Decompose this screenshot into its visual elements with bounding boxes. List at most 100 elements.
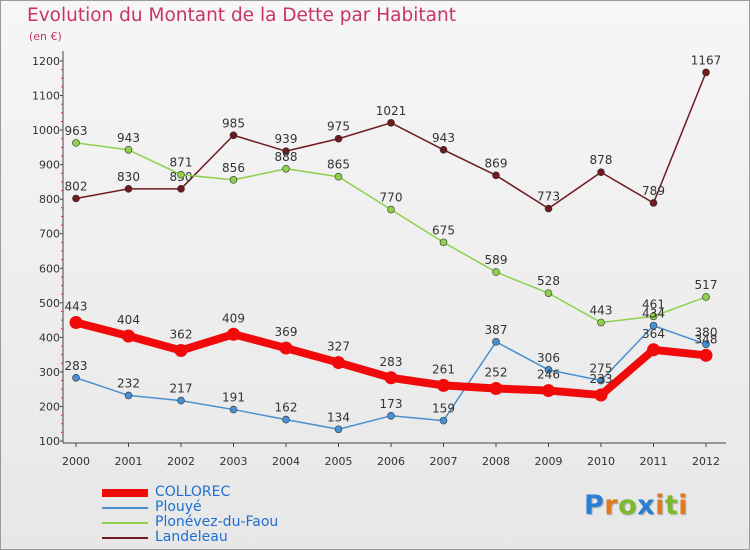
- data-label-collorec: 369: [275, 325, 298, 339]
- data-point-plon-vez-du-faou: [124, 145, 133, 154]
- logo-letter: i: [655, 490, 665, 521]
- chart-title: Evolution du Montant de la Dette par Hab…: [27, 5, 456, 26]
- data-point-collorec: [384, 371, 398, 385]
- data-point-plouy-: [649, 321, 658, 330]
- x-tick-label: 2012: [692, 455, 720, 468]
- legend-label: Landeleau: [155, 529, 228, 545]
- data-point-plouy-: [387, 411, 395, 420]
- proxiti-logo: Proxiti: [584, 490, 688, 521]
- data-point-collorec: [699, 348, 713, 362]
- x-tick-label: 2009: [535, 455, 563, 468]
- data-point-plon-vez-du-faou: [702, 293, 710, 301]
- series-line-plon-vez-du-faou: [75, 142, 707, 324]
- logo-letter: P: [584, 490, 605, 521]
- data-label-landeleau: 1167: [691, 53, 722, 67]
- data-point-collorec: [647, 343, 660, 357]
- data-label-collorec: 409: [222, 311, 245, 325]
- data-label-collorec: 443: [65, 300, 88, 314]
- data-label-landeleau: 939: [275, 132, 298, 146]
- y-tick-label: 400: [39, 331, 60, 344]
- data-point-plon-vez-du-faou: [387, 205, 395, 214]
- data-point-collorec: [489, 381, 503, 395]
- data-point-landeleau: [597, 168, 605, 177]
- data-point-plouy-: [597, 376, 605, 385]
- data-label-landeleau: 869: [485, 156, 508, 170]
- data-point-plon-vez-du-faou: [597, 318, 605, 327]
- data-point-landeleau: [334, 134, 343, 143]
- data-label-collorec: 283: [380, 355, 403, 369]
- logo-letter: o: [618, 490, 638, 521]
- data-label-plon-vez-du-faou: 865: [327, 158, 350, 172]
- data-point-plouy-: [439, 416, 448, 425]
- data-label-landeleau: 789: [642, 184, 665, 198]
- y-tick-label: 200: [39, 400, 60, 413]
- data-point-landeleau: [229, 131, 238, 140]
- data-label-plon-vez-du-faou: 461: [642, 297, 665, 311]
- y-tick-label: 700: [39, 228, 60, 241]
- data-point-collorec: [69, 316, 83, 330]
- data-point-collorec: [437, 378, 450, 392]
- data-label-plouy-: 173: [380, 397, 403, 411]
- data-point-plouy-: [282, 415, 290, 424]
- data-point-collorec: [542, 384, 555, 398]
- data-label-plouy-: 387: [485, 323, 508, 337]
- data-point-landeleau: [72, 194, 80, 203]
- data-point-landeleau: [439, 145, 448, 154]
- data-point-collorec: [122, 329, 135, 343]
- data-label-plon-vez-du-faou: 871: [170, 156, 193, 170]
- x-tick-label: 2001: [115, 455, 143, 468]
- data-label-collorec: 404: [117, 313, 140, 327]
- data-label-plon-vez-du-faou: 963: [65, 124, 88, 138]
- data-label-collorec: 252: [485, 365, 508, 379]
- data-point-plouy-: [334, 425, 343, 434]
- data-label-collorec: 246: [537, 368, 560, 382]
- data-point-plon-vez-du-faou: [229, 176, 238, 184]
- data-point-plouy-: [177, 396, 185, 405]
- data-label-landeleau: 985: [222, 116, 245, 130]
- data-label-plon-vez-du-faou: 517: [695, 278, 718, 292]
- legend-label: Plonévez-du-Faou: [155, 514, 279, 530]
- data-label-plon-vez-du-faou: 528: [537, 274, 560, 288]
- data-point-plon-vez-du-faou: [334, 172, 343, 181]
- data-point-collorec: [227, 327, 240, 341]
- data-point-landeleau: [124, 185, 133, 193]
- data-label-plon-vez-du-faou: 888: [275, 150, 298, 164]
- y-tick-label: 600: [39, 262, 60, 275]
- data-point-plouy-: [702, 340, 710, 349]
- data-label-plouy-: 283: [65, 359, 88, 373]
- y-tick-label: 500: [39, 297, 60, 310]
- data-point-plouy-: [492, 338, 500, 346]
- data-point-landeleau: [492, 171, 500, 180]
- data-point-collorec: [594, 388, 608, 402]
- y-tick-label: 1000: [32, 124, 60, 137]
- x-tick-label: 2007: [430, 455, 458, 468]
- data-point-plon-vez-du-faou: [72, 139, 80, 147]
- data-label-landeleau: 830: [117, 170, 140, 184]
- logo-letter: t: [664, 490, 679, 521]
- data-point-landeleau: [544, 204, 553, 213]
- data-point-plon-vez-du-faou: [439, 238, 448, 247]
- data-label-collorec: 364: [642, 327, 665, 341]
- x-tick-label: 2011: [640, 455, 668, 468]
- data-label-landeleau: 975: [327, 120, 350, 134]
- legend-swatch: [102, 507, 148, 509]
- data-label-plon-vez-du-faou: 770: [380, 191, 403, 205]
- data-label-plouy-: 134: [327, 410, 350, 424]
- data-label-collorec: 261: [432, 362, 455, 376]
- data-label-plouy-: 232: [117, 376, 140, 390]
- x-tick-label: 2000: [62, 455, 90, 468]
- legend-label: COLLOREC: [155, 484, 231, 500]
- series-line-landeleau: [75, 71, 707, 210]
- x-tick-label: 2010: [587, 455, 615, 468]
- data-point-plon-vez-du-faou: [544, 289, 553, 297]
- data-label-landeleau: 1021: [376, 104, 407, 118]
- data-label-plouy-: 191: [222, 391, 245, 405]
- data-point-collorec: [332, 356, 345, 370]
- data-point-plon-vez-du-faou: [492, 268, 500, 276]
- data-point-landeleau: [177, 185, 185, 193]
- y-tick-label: 1100: [32, 90, 60, 103]
- data-label-plouy-: 380: [695, 325, 718, 339]
- data-label-collorec: 348: [695, 332, 718, 346]
- x-tick-label: 2002: [167, 455, 195, 468]
